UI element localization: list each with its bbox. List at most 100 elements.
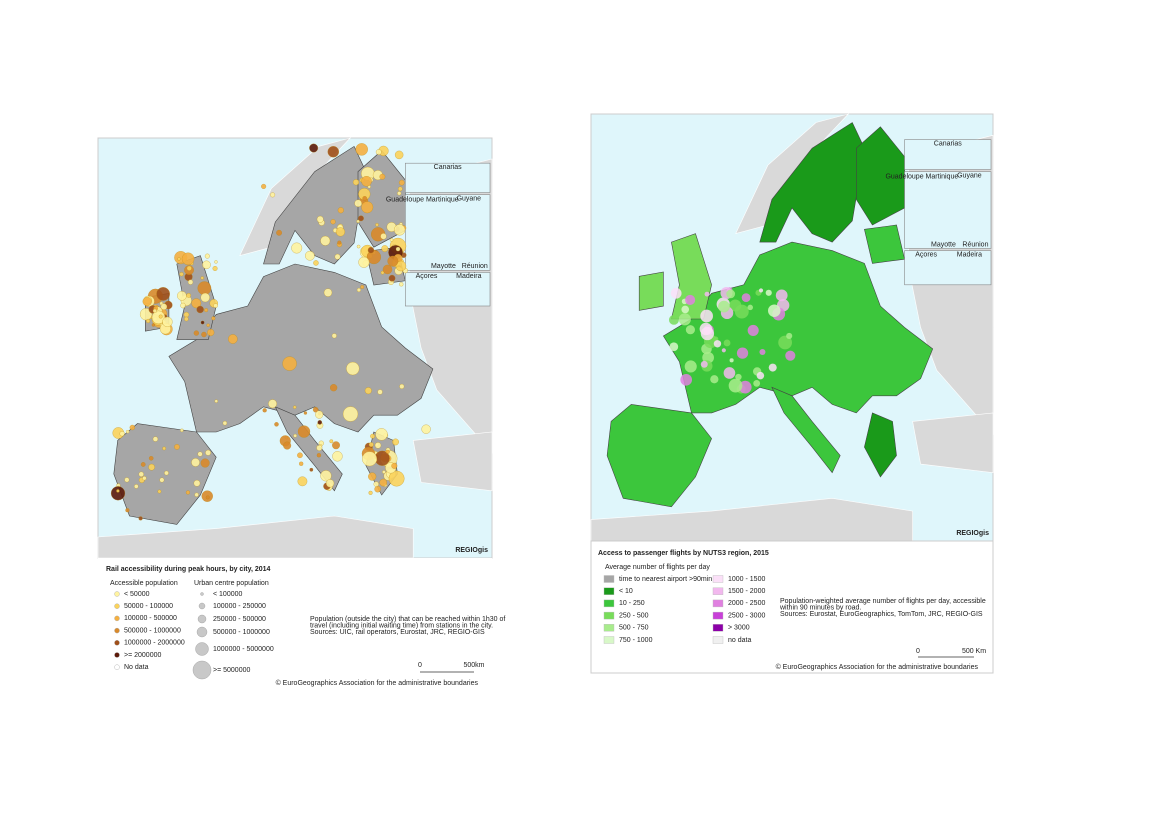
legend-swatch <box>603 587 615 595</box>
city <box>293 405 297 409</box>
inset-label: Guyane <box>457 196 482 203</box>
city <box>200 320 205 325</box>
city <box>116 489 120 493</box>
city <box>379 173 386 180</box>
copyright: © EuroGeographics Association for the ad… <box>276 679 479 687</box>
city <box>125 508 130 513</box>
region <box>680 373 693 386</box>
region <box>702 351 714 364</box>
city <box>293 433 297 438</box>
city <box>140 462 146 467</box>
copyright: © EuroGeographics Association for the ad… <box>776 663 979 671</box>
legend-swatch <box>603 599 615 608</box>
inset-frame <box>904 139 992 170</box>
city <box>337 240 342 245</box>
legend-label: >= 2000000 <box>124 652 161 659</box>
country <box>606 404 712 508</box>
city <box>181 252 195 266</box>
region <box>778 335 792 350</box>
region <box>704 291 710 297</box>
legend-swatch <box>114 652 120 658</box>
legend-swatch <box>712 587 724 595</box>
note: Sources: Eurostat, EuroGeographics, TomT… <box>780 611 983 618</box>
city <box>205 449 211 456</box>
city <box>177 257 181 261</box>
logo: REGIOgis <box>956 530 989 537</box>
city <box>282 356 297 371</box>
legend-label: no data <box>728 637 751 644</box>
non-eu-land <box>912 412 994 474</box>
city <box>305 250 315 261</box>
region <box>723 339 731 347</box>
legend-title: Rail accessibility during peak hours, by… <box>106 566 271 573</box>
city <box>283 441 292 450</box>
inset-label: Canarias <box>934 140 963 147</box>
city <box>392 438 399 446</box>
inset-label: Madeira <box>957 251 982 258</box>
city <box>142 296 152 307</box>
city <box>334 253 341 260</box>
legend-swatch <box>114 615 120 622</box>
city <box>156 287 170 301</box>
city <box>331 333 337 339</box>
region <box>718 300 730 313</box>
city <box>200 276 204 280</box>
city <box>184 316 189 322</box>
city <box>268 399 277 409</box>
city <box>382 470 386 474</box>
legend-label: No data <box>124 664 149 671</box>
city <box>297 452 303 459</box>
legend-swatch <box>712 575 724 583</box>
legend-label: 2500 - 3000 <box>728 612 765 619</box>
city <box>375 223 379 227</box>
legend-swatch <box>114 603 120 609</box>
city <box>362 451 378 467</box>
city <box>332 451 343 462</box>
region <box>700 309 713 323</box>
city <box>368 442 374 448</box>
note: Population-weighted average number of fl… <box>780 598 986 605</box>
legend-label: < 10 <box>619 588 633 595</box>
scale-label: 0 <box>916 648 920 655</box>
legend-label: 500000 - 1000000 <box>124 627 181 634</box>
city <box>212 266 218 271</box>
inset-label: Açores <box>416 273 438 280</box>
region <box>736 347 749 359</box>
city <box>222 420 228 426</box>
city <box>356 219 360 224</box>
city <box>180 428 184 433</box>
city <box>388 274 396 282</box>
legend-label: < 50000 <box>124 591 150 598</box>
legend-label: 500000 - 1000000 <box>213 629 270 636</box>
city <box>164 470 169 476</box>
region <box>688 284 697 292</box>
country <box>771 386 841 474</box>
country <box>864 412 897 478</box>
city <box>179 272 184 277</box>
legend-label: 750 - 1000 <box>619 637 653 644</box>
region <box>768 304 781 317</box>
city <box>320 470 332 482</box>
city <box>356 287 361 292</box>
city <box>346 361 360 376</box>
legend-label: 500 - 750 <box>619 625 649 632</box>
city <box>398 179 405 186</box>
city <box>316 215 324 223</box>
city <box>276 229 282 236</box>
city <box>326 479 335 488</box>
city <box>204 253 210 259</box>
city <box>162 316 173 327</box>
city <box>399 282 404 287</box>
legend-label: 1000000 - 5000000 <box>213 646 274 653</box>
legend-heading: Accessible population <box>110 580 178 587</box>
city <box>395 246 401 252</box>
legend-swatch <box>114 640 120 646</box>
region <box>785 350 796 361</box>
city <box>370 433 375 439</box>
city <box>211 316 216 321</box>
city <box>180 302 186 309</box>
city <box>125 430 130 434</box>
country <box>274 406 343 492</box>
